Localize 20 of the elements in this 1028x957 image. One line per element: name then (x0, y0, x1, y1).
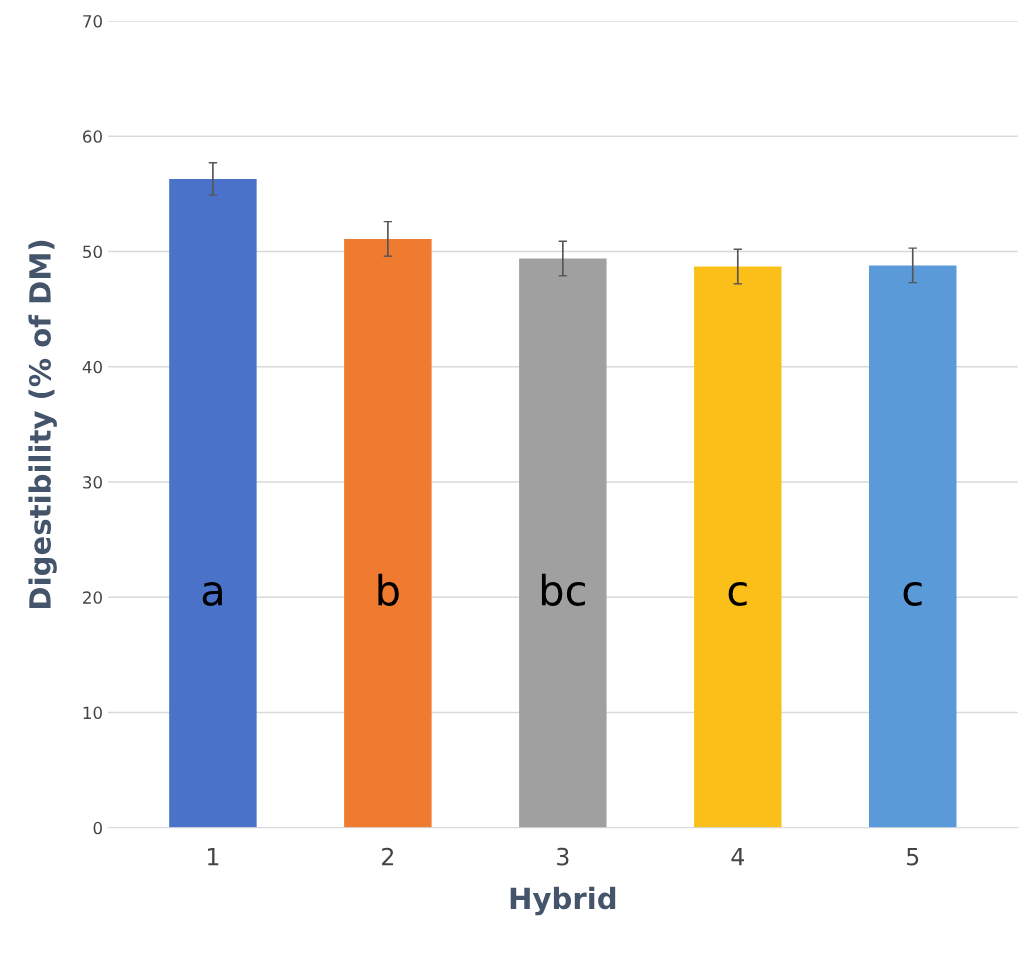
x-tick-label: 5 (907, 847, 919, 866)
x-tick-label: 1 (208, 847, 219, 866)
annotation: c (903, 582, 922, 606)
y-tick-label: 10 (83, 706, 102, 720)
y-tick-label: 60 (83, 130, 102, 143)
x-tick-label: 2 (382, 847, 394, 866)
y-tick-label: 30 (83, 476, 102, 489)
annotation: b (378, 573, 399, 606)
x-axis-title: Hybrid (510, 886, 616, 916)
y-tick-label: 50 (83, 245, 102, 259)
y-axis-title: Digestibility (% of DM) (28, 240, 57, 608)
annotation: a (202, 582, 222, 606)
y-tick-label: 40 (82, 360, 102, 374)
x-tick-label: 4 (731, 847, 744, 866)
y-tick-label: 70 (83, 15, 102, 28)
x-tick-label: 3 (557, 847, 569, 866)
y-tick-label: 20 (83, 591, 102, 604)
annotation: c (728, 582, 747, 606)
y-tick-label: 0 (93, 821, 102, 835)
annotation: bc (541, 573, 585, 606)
